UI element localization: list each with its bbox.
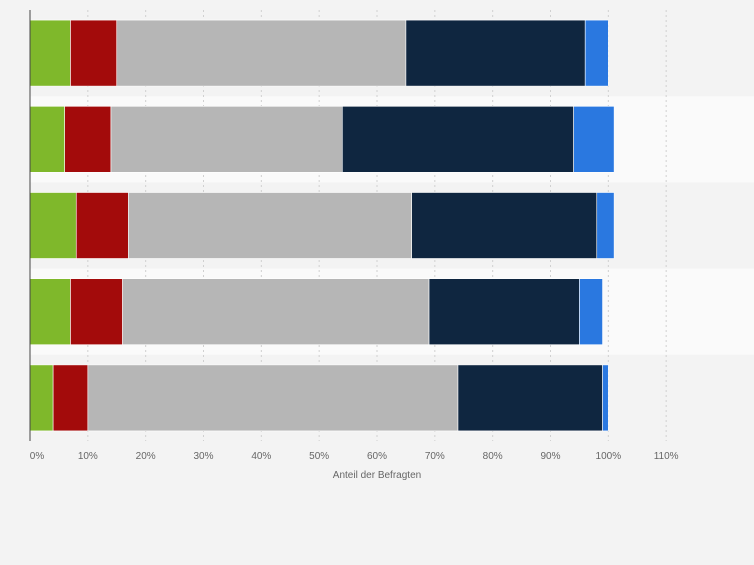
bar-segment-2[interactable] bbox=[64, 106, 112, 173]
bar-segment-2[interactable] bbox=[70, 19, 118, 87]
x-tick-label: 0% bbox=[30, 451, 45, 462]
bar-segment-5[interactable] bbox=[573, 106, 615, 173]
x-tick-label: 70% bbox=[425, 451, 445, 462]
x-tick-label: 50% bbox=[309, 451, 329, 462]
bar-segment-3[interactable] bbox=[128, 192, 412, 259]
bar-segment-5[interactable] bbox=[596, 192, 615, 259]
bar-segment-1[interactable] bbox=[29, 192, 77, 259]
x-tick-label: 10% bbox=[78, 451, 98, 462]
bar-segment-2[interactable] bbox=[75, 192, 129, 259]
x-tick-label: 20% bbox=[136, 451, 156, 462]
x-tick-label: 30% bbox=[193, 451, 213, 462]
bars bbox=[29, 19, 615, 432]
x-axis-ticks: 0% 10% 20% 30% 40% 50% 60% 70% 80% 90% 100% 110% bbox=[30, 451, 679, 462]
x-tick-label: 40% bbox=[251, 451, 271, 462]
x-tick-label: 100% bbox=[596, 451, 622, 462]
bar-segment-4[interactable] bbox=[457, 364, 603, 432]
bar-segment-2[interactable] bbox=[52, 364, 89, 432]
bar-segment-5[interactable] bbox=[579, 278, 603, 346]
bar-segment-3[interactable] bbox=[87, 364, 459, 432]
x-tick-label: 90% bbox=[540, 451, 560, 462]
bar-segment-3[interactable] bbox=[110, 106, 343, 173]
bar-segment-3[interactable] bbox=[116, 19, 407, 87]
bar-segment-4[interactable] bbox=[411, 192, 598, 259]
bar-segment-1[interactable] bbox=[29, 278, 71, 346]
bar-segment-4[interactable] bbox=[341, 106, 574, 173]
bar-segment-3[interactable] bbox=[122, 278, 430, 346]
x-tick-label: 60% bbox=[367, 451, 387, 462]
bar-segment-1[interactable] bbox=[29, 19, 71, 87]
bar-segment-1[interactable] bbox=[29, 364, 54, 432]
x-axis-label: Anteil der Befragten bbox=[333, 470, 421, 481]
bar-segment-4[interactable] bbox=[428, 278, 580, 346]
bar-segment-4[interactable] bbox=[405, 19, 586, 87]
bar-segment-5[interactable] bbox=[602, 364, 609, 432]
x-tick-label: 110% bbox=[654, 451, 679, 462]
x-tick-label: 80% bbox=[483, 451, 503, 462]
bar-segment-2[interactable] bbox=[70, 278, 123, 346]
bar-segment-1[interactable] bbox=[29, 106, 66, 173]
bar-segment-5[interactable] bbox=[584, 19, 609, 87]
